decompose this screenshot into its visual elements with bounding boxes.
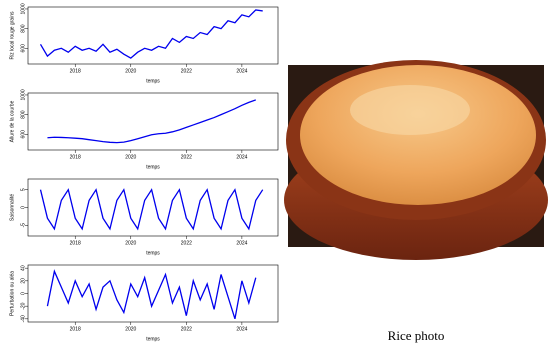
y-axis-label: Allure de la courbe bbox=[9, 100, 15, 142]
series-line bbox=[47, 99, 256, 144]
x-tick-label: 2022 bbox=[181, 326, 192, 332]
rice-photo bbox=[284, 60, 548, 260]
plot-frame bbox=[27, 92, 279, 151]
x-tick-label: 2020 bbox=[125, 326, 136, 332]
x-tick-label: 2018 bbox=[70, 154, 81, 160]
x-tick-label: 2022 bbox=[181, 240, 192, 246]
y-tick-label: 600 bbox=[20, 44, 26, 53]
x-tick-label: 2024 bbox=[236, 326, 247, 332]
x-tick-label: 2020 bbox=[125, 154, 136, 160]
plot-frame bbox=[27, 178, 279, 237]
y-axis-label: Perturbation ou aléa bbox=[9, 271, 15, 316]
x-tick-label: 2018 bbox=[70, 68, 81, 74]
x-tick-label: 2024 bbox=[236, 154, 247, 160]
x-axis-label: temps bbox=[146, 164, 160, 170]
x-axis-label: temps bbox=[146, 336, 160, 342]
x-axis-label: temps bbox=[146, 250, 160, 256]
series-line bbox=[39, 9, 263, 59]
plot-frame bbox=[27, 264, 279, 323]
x-tick-label: 2020 bbox=[125, 68, 136, 74]
y-tick-label: -5 bbox=[20, 223, 26, 228]
y-tick-label: 1000 bbox=[20, 89, 26, 100]
series-line bbox=[39, 188, 264, 231]
y-tick-label: -20 bbox=[20, 302, 26, 309]
x-tick-label: 2024 bbox=[236, 68, 247, 74]
x-axis-label: temps bbox=[146, 78, 160, 84]
x-tick-label: 2020 bbox=[125, 240, 136, 246]
y-tick-label: 600 bbox=[20, 130, 26, 139]
series-line bbox=[46, 269, 257, 320]
y-tick-label: 5 bbox=[20, 188, 26, 191]
y-tick-label: 800 bbox=[20, 24, 26, 33]
y-tick-label: 40 bbox=[20, 265, 26, 271]
x-tick-label: 2018 bbox=[70, 240, 81, 246]
y-tick-label: 1000 bbox=[20, 3, 26, 14]
x-tick-label: 2022 bbox=[181, 154, 192, 160]
x-tick-label: 2018 bbox=[70, 326, 81, 332]
y-axis-label: Riz local rouge grains bbox=[9, 11, 15, 60]
plot-frame bbox=[27, 6, 279, 65]
y-tick-label: 800 bbox=[20, 110, 26, 119]
x-tick-label: 2024 bbox=[236, 240, 247, 246]
y-axis-label: Saisonnalité bbox=[9, 194, 15, 221]
y-tick-label: 0 bbox=[20, 292, 26, 295]
photo-caption: Rice photo bbox=[388, 328, 445, 343]
x-tick-label: 2022 bbox=[181, 68, 192, 74]
y-tick-label: -40 bbox=[20, 315, 26, 322]
y-tick-label: 20 bbox=[20, 278, 26, 284]
y-tick-label: 0 bbox=[20, 206, 26, 209]
